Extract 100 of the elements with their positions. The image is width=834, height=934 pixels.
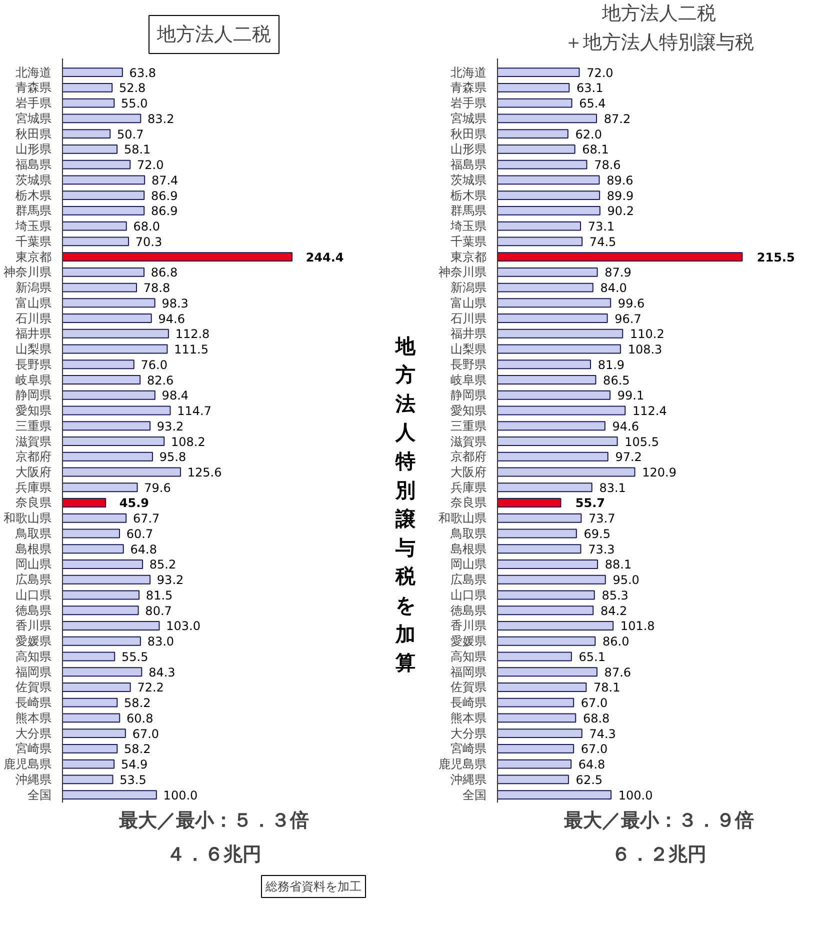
bar [62,713,120,723]
y-tick-label: 岡山県 [16,557,52,572]
data-label: 87.4 [151,173,178,188]
text: ６．２兆円 [612,844,706,866]
y-tick-label: 静岡県 [450,388,486,402]
y-tick-label: 富山県 [450,296,486,310]
y-tick-label: 栃木県 [450,188,486,202]
data-label: 72.2 [137,680,164,695]
y-tick-label: 北海道 [16,65,52,80]
data-label: 65.4 [579,96,606,111]
bar [498,452,608,462]
bar [498,790,612,800]
data-label: 120.9 [642,466,676,480]
y-tick-label: 全国 [28,788,52,802]
bar [498,190,600,200]
y-tick-label: 大分県 [450,726,486,740]
y-tick-label: 愛媛県 [16,634,52,648]
data-label: 95.0 [612,573,640,588]
y-tick-label: 東京都 [16,250,52,264]
y-tick-label: 神奈川県 [4,265,52,280]
y-tick-label: 高知県 [16,649,52,664]
bar [498,620,614,630]
y-tick-label: 群馬県 [450,204,486,218]
data-label: 55.0 [121,96,148,111]
bar [498,713,576,723]
bar [62,774,114,784]
data-label: 112.8 [175,327,210,342]
y-tick-label: 岩手県 [450,96,486,110]
data-label: 68.8 [582,711,610,726]
bar [498,129,568,139]
bar [498,360,591,370]
bar [62,452,153,462]
data-label: 93.2 [156,573,184,588]
data-label: 63.8 [129,66,156,80]
y-tick-label: 徳島県 [450,603,486,618]
bar [498,467,636,477]
data-label: 50.7 [117,127,144,142]
bar [62,620,160,630]
data-label: 84.3 [148,665,176,680]
data-label: 58.1 [124,142,151,157]
data-label: 70.3 [135,234,162,249]
y-tick-label: 三重県 [16,418,52,433]
data-label: 87.2 [604,112,631,126]
bar [62,175,146,185]
y-tick-label: 宮崎県 [16,742,52,756]
bar [498,206,600,216]
bar [498,68,580,78]
text: ４．６兆円 [166,844,262,866]
y-tick-label: 沖縄県 [450,772,486,786]
y-tick-label: 富山県 [16,296,52,310]
data-label: 110.2 [630,327,664,342]
y-tick-label: 鹿児島県 [4,757,52,772]
data-label: 55.7 [575,496,606,510]
bar [498,774,569,784]
bar [62,144,118,154]
data-label: 67.0 [132,726,160,741]
data-label: 62.0 [575,127,602,142]
y-tick-label: 長崎県 [450,696,486,710]
bar [62,482,138,492]
y-tick-label: 新潟県 [450,280,486,295]
y-tick-label: 愛媛県 [450,634,486,648]
data-label: 78.8 [143,281,170,296]
bar [498,267,598,277]
y-tick-label: 大分県 [16,726,52,740]
text: 最大／最小：３．９倍 [563,810,754,832]
data-label: 53.5 [120,772,146,787]
y-tick-label: 滋賀県 [16,434,52,448]
bar [62,513,127,523]
text: 総務省資料を加工 [264,880,362,894]
data-label: 72.0 [137,158,164,172]
bar [62,606,139,616]
bar [62,98,115,108]
data-label: 62.5 [576,772,603,787]
y-tick-label: 和歌山県 [438,511,486,526]
bar [498,606,594,616]
y-tick-label: 神奈川県 [438,265,486,280]
bar [62,682,131,692]
data-label: 84.2 [600,604,628,618]
y-tick-label: 山口県 [450,588,486,602]
bar [62,590,140,600]
y-tick-label: 青森県 [450,80,486,95]
bar [498,682,587,692]
y-tick-label: 京都府 [450,450,486,464]
data-label: 85.3 [602,588,628,602]
data-label: 244.4 [306,250,344,264]
y-tick-label: 佐賀県 [16,680,52,694]
y-tick-label: 埼玉県 [450,219,486,234]
data-label: 67.7 [132,512,160,526]
y-tick-label: 福岡県 [16,664,52,679]
y-tick-label: 島根県 [450,542,486,556]
data-label: 45.9 [119,496,149,510]
y-tick-label: 愛知県 [16,404,52,418]
bar [62,759,115,769]
y-tick-label: 三重県 [450,418,486,433]
data-label: 89.9 [606,188,634,203]
y-tick-label: 岐阜県 [450,372,486,387]
y-tick-label: 山梨県 [16,342,52,356]
data-label: 79.6 [144,480,171,495]
data-label: 58.2 [124,696,151,710]
y-tick-label: 福島県 [450,158,486,172]
